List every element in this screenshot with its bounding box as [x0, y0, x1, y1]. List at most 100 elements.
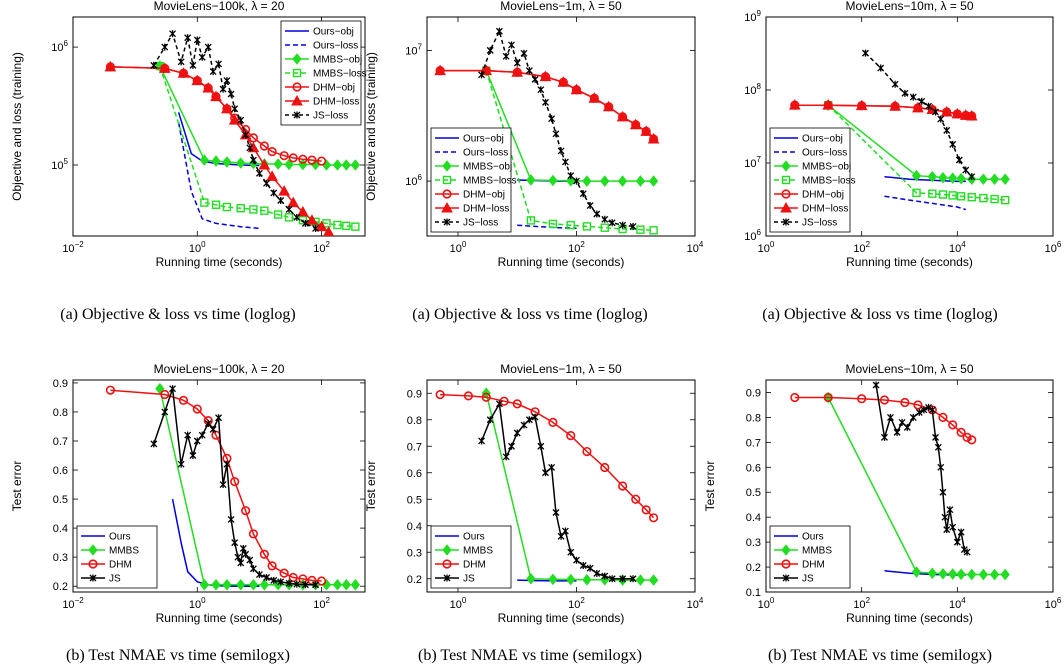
- data-point: [582, 175, 592, 187]
- data-point: [486, 46, 494, 54]
- data-point: [525, 416, 533, 424]
- data-point: [567, 548, 575, 556]
- data-point: [948, 172, 958, 184]
- data-point: [434, 64, 446, 76]
- data-point: [548, 417, 558, 428]
- y-tick-label: 0.1: [746, 587, 761, 599]
- data-point: [903, 423, 911, 431]
- legend-label: Ours: [463, 532, 485, 543]
- data-point: [932, 433, 939, 441]
- data-point: [537, 86, 545, 94]
- data-point: [932, 108, 939, 116]
- data-point: [258, 158, 271, 170]
- legend-marker: [442, 160, 452, 172]
- series-line: [794, 396, 973, 441]
- data-point: [561, 158, 569, 166]
- data-point: [962, 166, 970, 174]
- y-tick-label: 0.6: [746, 462, 761, 474]
- data-point: [963, 548, 971, 556]
- data-point: [227, 90, 235, 98]
- panel-caption: (b) Test NMAE vs time (semilogx): [66, 647, 290, 664]
- data-point: [943, 526, 951, 534]
- data-point: [508, 442, 515, 450]
- data-point: [198, 53, 206, 61]
- data-point: [900, 397, 910, 408]
- data-point: [943, 126, 951, 134]
- x-tick-label: 102: [313, 596, 330, 611]
- data-point: [211, 155, 221, 167]
- data-point: [161, 43, 169, 51]
- data-point: [246, 556, 254, 564]
- data-point: [582, 446, 592, 457]
- legend-label: MMBS−loss: [802, 176, 856, 187]
- legend-marker: [292, 68, 302, 78]
- data-point: [938, 190, 948, 199]
- data-point: [236, 204, 245, 213]
- data-point: [648, 513, 659, 523]
- legend-marker: [88, 544, 98, 556]
- data-point: [215, 60, 223, 68]
- legend: Ours−obj Ours−loss MMBS−obj MMBS−loss DHM−ob…: [280, 20, 367, 126]
- y-axis-label: Test error: [10, 461, 24, 512]
- chart-panel-2: 100 102 104 106 107 MovieLens−1m, λ = 50 Runni…: [364, 0, 704, 323]
- data-point: [209, 425, 217, 433]
- legend-label: MMBS−obj: [802, 162, 851, 173]
- y-axis-label: Test error: [364, 461, 378, 512]
- data-point: [526, 216, 536, 225]
- chart-panel-4: 10−2 100 102 0.2 0.3 0.4 0.5 0.6 0.7 0.8 0.9 MovieL…: [10, 362, 366, 664]
- data-point: [616, 110, 629, 122]
- legend-marker: [442, 559, 452, 569]
- data-point: [234, 553, 242, 561]
- data-point: [640, 125, 653, 136]
- data-point: [332, 578, 343, 591]
- panel-caption: (b) Test NMAE vs time (semilogx): [768, 647, 992, 664]
- data-point: [239, 544, 247, 552]
- data-point: [548, 463, 556, 471]
- data-point: [962, 432, 972, 442]
- chart-title: MovieLens−10m, λ = 50: [845, 362, 973, 376]
- data-point: [230, 477, 240, 487]
- series-group: [434, 27, 660, 235]
- chart-title: MovieLens−1m, λ = 50: [500, 362, 622, 376]
- data-point: [938, 171, 948, 184]
- data-point: [600, 462, 610, 473]
- data-point: [548, 219, 558, 229]
- chart-title: MovieLens−100k, λ = 20: [154, 362, 285, 376]
- data-point: [542, 98, 549, 106]
- data-point: [222, 202, 232, 212]
- data-point: [537, 442, 545, 450]
- legend-marker: [442, 544, 452, 556]
- chart-title: MovieLens−100k, λ = 20: [154, 0, 285, 13]
- series-group: [788, 49, 1010, 211]
- data-point: [948, 191, 957, 200]
- data-point: [236, 578, 246, 591]
- data-point: [608, 219, 616, 227]
- data-point: [499, 396, 509, 406]
- data-point: [255, 571, 263, 579]
- legend-label: MMBS: [463, 546, 493, 557]
- legend-marker: [443, 218, 451, 226]
- legend: Ours−obj Ours−loss MMBS−obj MMBS−loss DHM−ob…: [430, 127, 517, 233]
- data-point: [586, 564, 594, 572]
- data-point: [198, 431, 206, 439]
- legend-label: DHM: [463, 560, 486, 571]
- legend-label: MMBS: [802, 546, 832, 557]
- data-point: [934, 443, 942, 451]
- legend-marker: [442, 189, 452, 199]
- y-tick-label: 0.3: [407, 547, 422, 559]
- data-point: [221, 102, 233, 114]
- data-point: [160, 389, 170, 400]
- data-point: [582, 222, 592, 231]
- data-point: [249, 205, 258, 214]
- data-point: [341, 578, 351, 591]
- series-line: [794, 104, 972, 117]
- data-point: [288, 572, 298, 583]
- data-point: [189, 61, 197, 69]
- data-point: [1000, 195, 1010, 205]
- data-point: [525, 67, 533, 75]
- data-point: [284, 158, 294, 171]
- data-point: [223, 460, 231, 468]
- y-tick-label: 0.4: [407, 521, 422, 533]
- legend: Ours MMBS DHM JS: [76, 525, 158, 589]
- data-point: [822, 99, 835, 110]
